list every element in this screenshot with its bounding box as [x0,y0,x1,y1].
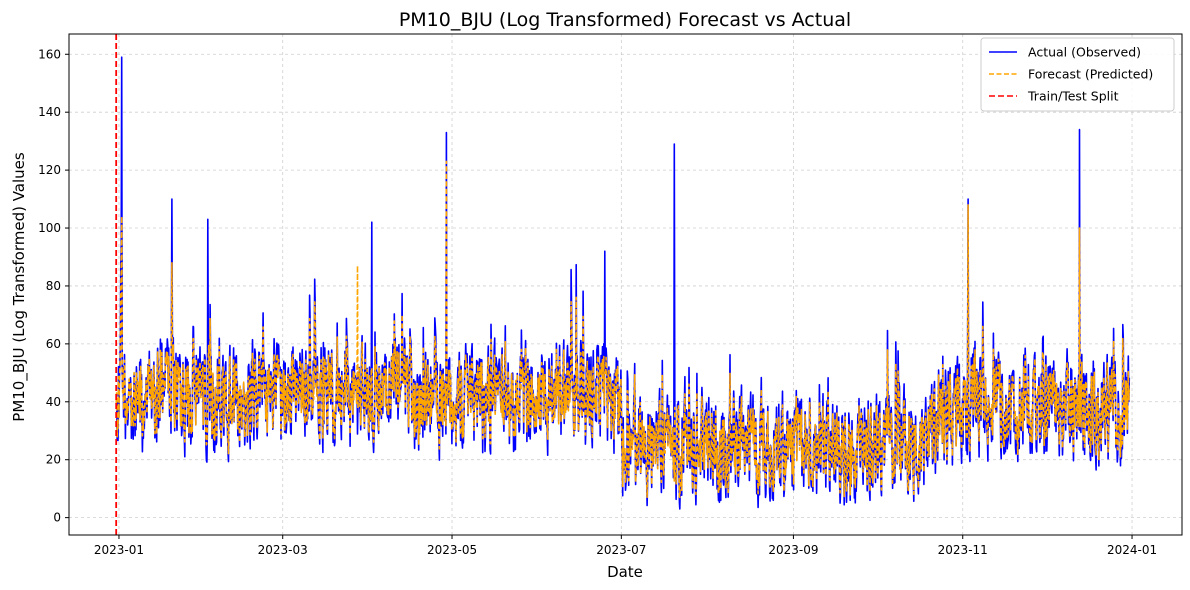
y-tick-label: 160 [38,47,61,61]
y-tick-label: 120 [38,163,61,177]
y-tick-label: 80 [46,279,61,293]
x-tick-label: 2023-03 [258,543,308,557]
axes: 0 20 40 60 80 100 120 140 160 2023-01 2023-03 2023-… [38,33,1183,557]
y-tick-label: 40 [46,395,61,409]
x-tick-label: 2023-05 [427,543,477,557]
x-axis-label: Date [607,563,643,581]
legend-forecast-label: Forecast (Predicted) [1028,67,1153,82]
x-tick-label: 2023-11 [938,543,988,557]
legend-actual-label: Actual (Observed) [1028,45,1141,60]
y-tick-label: 100 [38,221,61,235]
y-axis-label: PM10_BJU (Log Transformed) Values [10,152,29,422]
legend: Actual (Observed) Forecast (Predicted) T… [980,37,1175,112]
x-tick-label: 2023-01 [94,543,144,557]
series-layer [115,34,1131,535]
legend-box [980,37,1175,112]
series-forecast-line [115,160,1131,499]
legend-split-label: Train/Test Split [1027,89,1119,104]
plot-frame [68,33,1183,536]
y-tick-label: 140 [38,105,61,119]
chart-title: PM10_BJU (Log Transformed) Forecast vs A… [399,9,851,31]
y-tick-label: 60 [46,337,61,351]
x-tick-label: 2023-07 [596,543,646,557]
x-tick-label: 2024-01 [1107,543,1157,557]
y-tick-label: 0 [53,511,61,525]
x-tick-label: 2023-09 [768,543,818,557]
y-tick-label: 20 [46,453,61,467]
